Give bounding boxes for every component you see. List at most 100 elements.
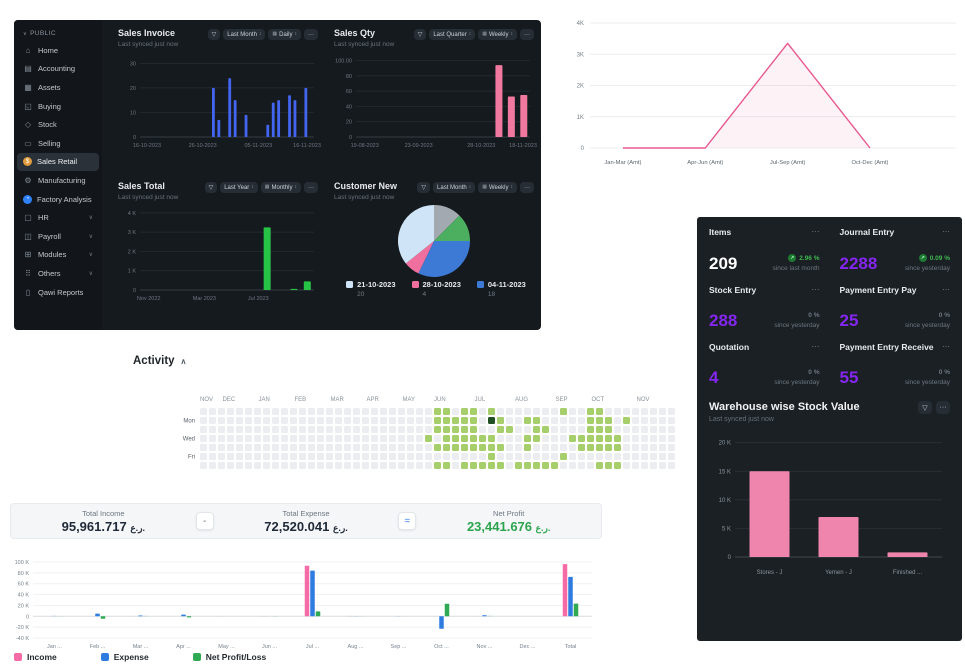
number-card-body: 25 0 % since yesterday [840, 312, 951, 329]
chevron-down-icon: ∨ [88, 233, 93, 240]
more-menu-icon[interactable]: ··· [304, 182, 318, 193]
sidebar-item-payroll[interactable]: ◫ Payroll ∨ [17, 227, 99, 246]
svg-text:Total: Total [565, 644, 577, 650]
warehouse-chart-subtitle: Last synced just now [709, 416, 774, 423]
operator-chip: - [195, 512, 214, 530]
sidebar-item-label: Accounting [38, 64, 76, 74]
more-menu-icon[interactable]: ··· [942, 342, 950, 352]
interval-dropdown[interactable]: ▦ Monthly ↕ [260, 182, 301, 193]
more-menu-icon[interactable]: ··· [811, 227, 820, 237]
more-menu-icon[interactable]: ··· [811, 342, 820, 352]
svg-text:18-11-2023: 18-11-2023 [509, 143, 537, 149]
number-card-trend: 0 % since yesterday [774, 369, 819, 386]
svg-text:4K: 4K [577, 21, 584, 27]
interval-dropdown[interactable]: ▦ Weekly ↕ [478, 182, 517, 193]
more-menu-icon[interactable]: ··· [942, 285, 950, 295]
svg-text:23-09-2023: 23-09-2023 [405, 143, 433, 149]
chart-controls: ▽ Last Quarter ↕ ▦ Weekly ↕ ··· [413, 29, 534, 40]
filter-icon[interactable]: ▽ [417, 182, 431, 193]
profit-loss-legend: Income Expense Net Profit/Loss [14, 652, 266, 662]
range-dropdown[interactable]: Last Month ↕ [223, 29, 266, 40]
chart-card-titles: Sales Total Last synced just now [118, 181, 178, 201]
trend-caption: since yesterday [904, 322, 950, 329]
total-label: Total Expense [282, 508, 330, 518]
interval-dropdown[interactable]: ▦ Daily ↕ [268, 29, 301, 40]
total-section-total-income: Total Income 95,961.717 ر.ع. [11, 509, 196, 534]
sidebar-item-modules[interactable]: ⊞ Modules ∨ [17, 246, 99, 265]
number-card-trend: 0 % since yesterday [774, 312, 819, 329]
pie-legend-item: 21-10-2023 20 [346, 279, 396, 298]
svg-text:05-11-2023: 05-11-2023 [244, 143, 272, 149]
total-section-total-expense: Total Expense 72,520.041 ر.ع. [214, 509, 399, 534]
activity-section-header: Activity ∧ [133, 355, 186, 367]
filter-icon[interactable]: ▽ [918, 401, 932, 414]
collapse-chevron-up-icon[interactable]: ∧ [180, 356, 187, 366]
currency-symbol: ر.ع. [332, 522, 348, 533]
number-card-title: Payment Entry Pay [839, 285, 917, 295]
svg-text:OCT: OCT [592, 397, 605, 403]
interval-dropdown[interactable]: ▦ Weekly ↕ [478, 29, 517, 40]
sidebar-item-selling[interactable]: ▭ Selling [17, 134, 99, 153]
sidebar-items: ⌂ Home ▤ Accounting ▦ Assets ◱ Buying ◇ Stock ▭ Sel… [14, 41, 102, 301]
range-dropdown[interactable]: Last Year ↕ [220, 182, 258, 193]
chart-card-invoice: Sales Invoice Last synced just now ▽ Last M… [110, 22, 326, 175]
svg-text:SEP: SEP [556, 397, 568, 403]
chart-controls: ▽ Last Month ↕ ▦ Weekly ↕ ··· [417, 182, 534, 193]
sidebar-item-label: Assets [38, 82, 61, 92]
more-menu-icon[interactable]: ··· [520, 182, 534, 193]
manufacturing-icon: ⚙ [24, 175, 32, 185]
amount: 72,520.041 [264, 518, 330, 534]
trend-caption: since yesterday [904, 379, 950, 386]
more-menu-icon[interactable]: ··· [304, 29, 318, 40]
calendar-icon: ▦ [482, 184, 487, 190]
svg-text:DEC: DEC [223, 397, 236, 403]
legend-value: 4 [422, 290, 427, 298]
trend-percent-value: 0.09 % [929, 254, 950, 262]
qty-bar-chart: 0 20 40 60 80 100.00 19-08-2023 23-09-2023 28-10… [335, 58, 537, 149]
range-dropdown[interactable]: Last Quarter ↕ [429, 29, 476, 40]
trend-percent: ↗ 0.09 % [905, 254, 950, 262]
legend-label: 28-10-2023 [422, 279, 461, 289]
trend-caption: since yesterday [774, 379, 820, 386]
svg-text:NOV: NOV [637, 397, 650, 403]
currency-symbol: ر.ع. [130, 522, 146, 533]
legend-label: 21-10-2023 [357, 279, 396, 289]
more-menu-icon[interactable]: ··· [942, 227, 950, 237]
sidebar-item-hr[interactable]: ▢ HR ∨ [17, 208, 99, 227]
sidebar-item-stock[interactable]: ◇ Stock [17, 115, 99, 134]
sidebar-item-accounting[interactable]: ▤ Accounting [17, 60, 99, 79]
svg-text:Feb ...: Feb ... [90, 644, 106, 650]
sidebar-item-factory-analysis[interactable]: ◔ Factory Analysis [17, 190, 99, 209]
chevron-down-icon: ∨ [23, 30, 28, 37]
number-card-body: 4 0 % since yesterday [709, 369, 820, 386]
sidebar-item-buying[interactable]: ◱ Buying [17, 97, 99, 116]
svg-text:-40 K: -40 K [16, 636, 29, 642]
sidebar-item-sales-retail[interactable]: $ Sales Retail [17, 152, 99, 172]
range-dropdown[interactable]: Last Month ↕ [433, 182, 476, 193]
trend-percent: 0 % [774, 369, 819, 376]
sidebar-item-qawi-reports[interactable]: ▯ Qawi Reports [17, 283, 99, 302]
filter-icon[interactable]: ▽ [204, 182, 218, 193]
sidebar-item-manufacturing[interactable]: ⚙ Manufacturing [17, 171, 99, 190]
filter-icon[interactable]: ▽ [207, 29, 221, 40]
number-card-trend: ↗ 0.09 % since yesterday [905, 254, 950, 272]
svg-text:Jun ...: Jun ... [262, 644, 277, 650]
number-card-header: Stock Entry ··· [709, 285, 820, 295]
filter-icon[interactable]: ▽ [413, 29, 427, 40]
number-card-journal-entry: Journal Entry ··· 2288 ↗ 0.09 % since yesterd… [840, 227, 951, 272]
total-value: 23,441.676 ر.ع. [416, 519, 601, 534]
svg-text:AUG: AUG [515, 397, 528, 403]
trend-caption: since yesterday [904, 265, 950, 272]
more-menu-icon[interactable]: ··· [811, 285, 820, 295]
number-card-payment-entry-pay: Payment Entry Pay ··· 25 0 % since yesterday [840, 285, 951, 329]
sidebar-item-assets[interactable]: ▦ Assets [17, 78, 99, 97]
sidebar-item-others[interactable]: ⠿ Others ∨ [17, 264, 99, 283]
more-menu-icon[interactable]: ··· [936, 401, 950, 414]
activity-heatmap: NOV DEC JAN FEB MAR APR MAY JUN JUL AUG SEP OCT NOV M… [170, 392, 682, 478]
invoice-bar-chart: 0 10 20 30 16-10-2023 26-10-2023 05-11-2023 16-… [130, 61, 321, 149]
svg-text:May ...: May ... [218, 644, 235, 650]
more-menu-icon[interactable]: ··· [520, 29, 534, 40]
sidebar-item-home[interactable]: ⌂ Home [17, 41, 99, 60]
sidebar-item-label: Manufacturing [38, 175, 86, 185]
sidebar-section-public[interactable]: ∨ PUBLIC [14, 25, 102, 41]
